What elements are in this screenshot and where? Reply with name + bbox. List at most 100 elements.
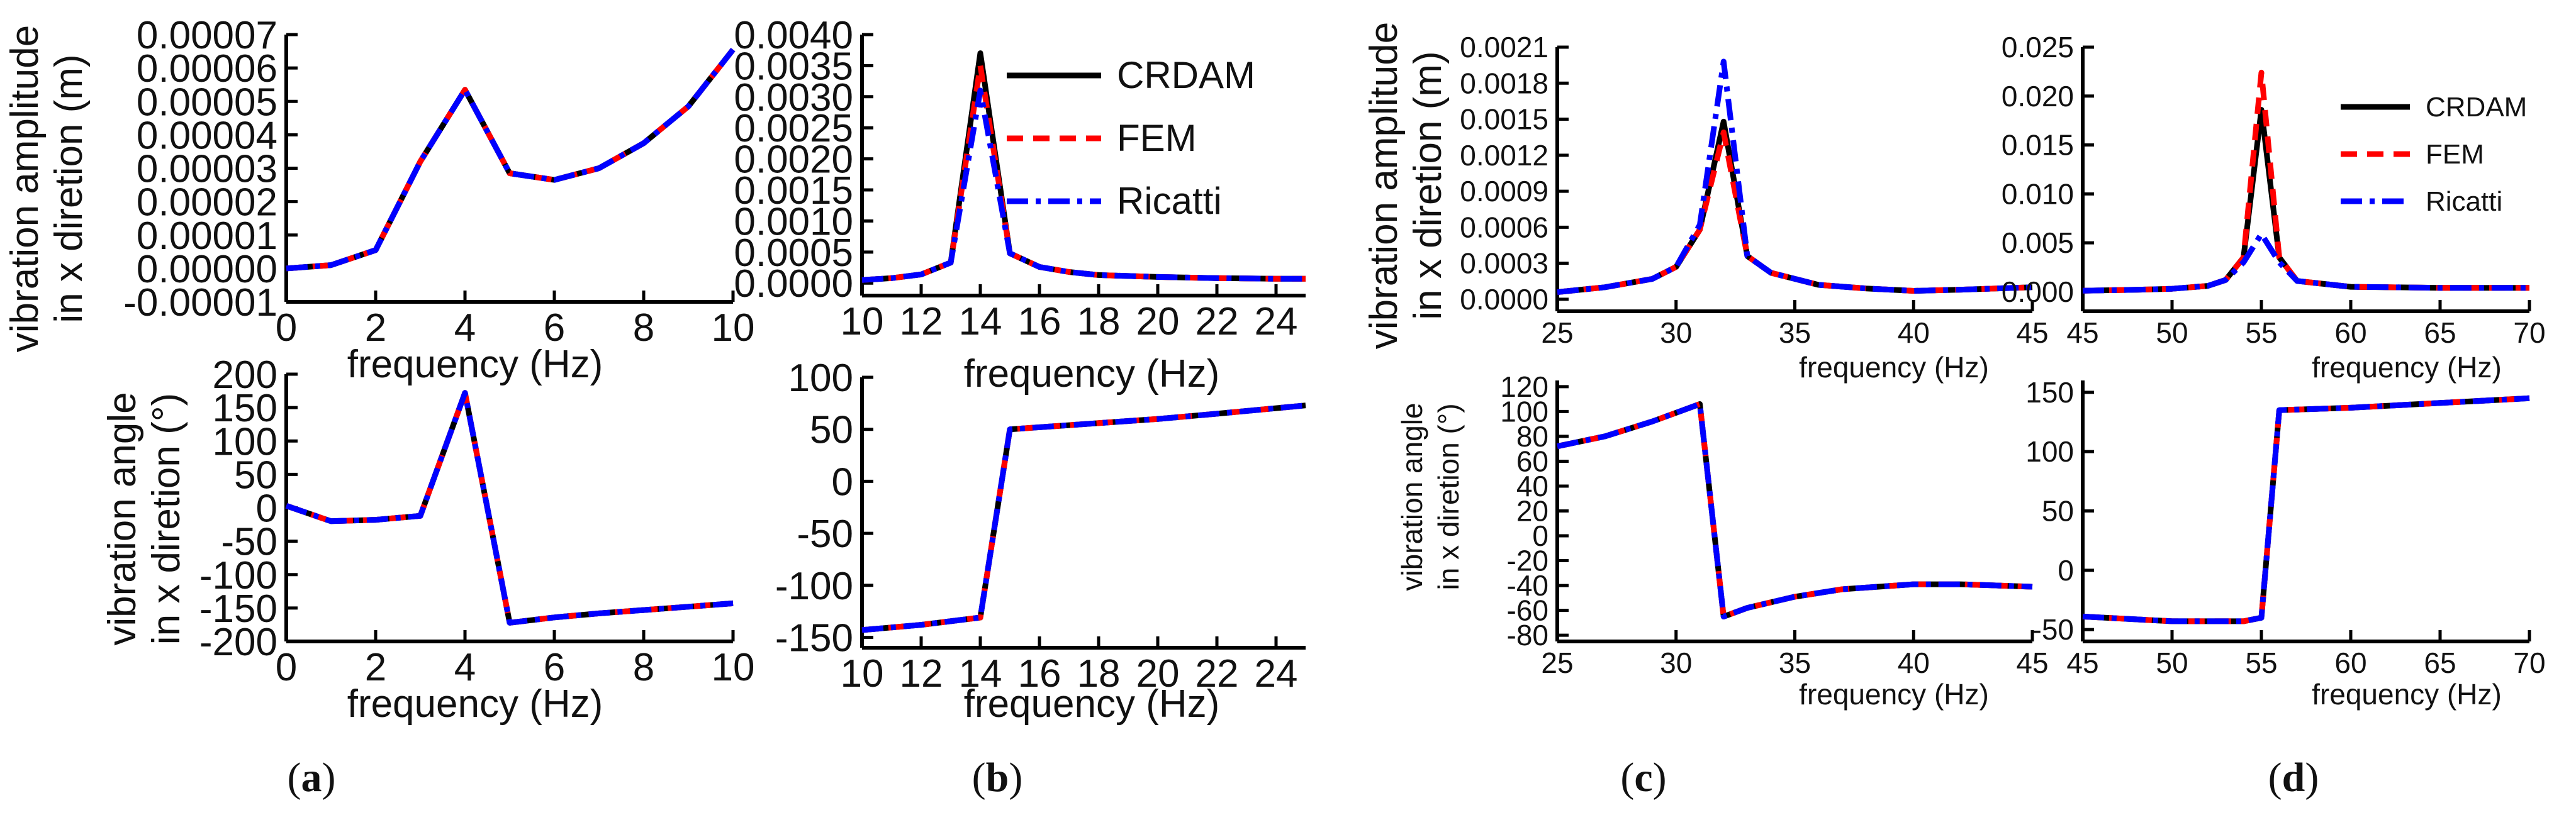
x-tick-label: 45 [2016,316,2048,349]
x-tick-label: 10 [841,652,884,696]
series-line-crdam [1557,401,2033,619]
x-tick-label: 22 [1196,652,1239,696]
y-tick-label: -100 [199,554,277,597]
y-tick-label: 0.00003 [137,148,277,191]
y-tick-label: 80 [1516,420,1548,453]
y-tick-label: 0 [2058,554,2074,587]
y-tick-label: 150 [213,387,277,430]
cd-top-ylabel-line2: in x diretion (m) [1406,51,1450,319]
y-tick-label: 60 [1516,445,1548,477]
y-tick-label: 0.00006 [137,47,277,91]
x-tick-label: 20 [1136,652,1180,696]
x-axis-label: frequency (Hz) [347,343,603,386]
y-tick-label: 0.010 [2002,177,2074,210]
y-tick-label: 0.00000 [137,248,277,291]
series-line-crdam [861,402,1306,633]
x-tick-label: 35 [1779,316,1811,349]
x-axis-label: frequency (Hz) [964,682,1220,726]
x-tick-label: 14 [959,652,1002,696]
series-line-ricatti [286,48,736,272]
x-tick-label: 18 [1077,652,1121,696]
y-tick-label: 100 [788,357,853,400]
legend-label-ricatti: Ricatti [2426,186,2502,217]
y-tick-label: 0.00005 [137,80,277,124]
series-line-crdam [285,390,734,626]
panel-c-angle: 25 30 35 40 45-80-60-40-20020406080100120fre… [1500,370,2048,711]
x-tick-label: 55 [2245,646,2277,679]
y-tick-label: -20 [1507,545,1548,577]
cd-bottom-ylabel-line2: in x diretion (°) [1432,403,1465,590]
ab-bottom-ylabel-line2: in x diretion (°) [145,393,188,645]
x-axis-label: frequency (Hz) [2312,678,2502,711]
x-tick-label: 65 [2424,646,2456,679]
series-line-ricatti [1557,58,2033,295]
series-line-ricatti [861,402,1306,633]
x-tick-label: 40 [1898,316,1930,349]
legend-label-fem: FEM [1117,117,1197,159]
y-tick-label: 0.0015 [734,169,853,213]
series-line-fem [1557,401,2033,619]
series-line-fem [2082,395,2530,624]
y-tick-label: 0.0000 [734,262,853,306]
y-tick-label: 0.015 [2002,129,2074,162]
series-line-fem [861,62,1306,283]
caption-b: (b) [972,755,1023,801]
ab-top-ylabel-line2: in x diretion (m) [47,54,91,323]
series-line-crdam [1557,118,2033,295]
panel-d-amplitude: 45 50 55 60 65 70 0.000 0.005 0.010 0.015 0.020 0.0… [2002,31,2546,384]
x-tick-label: 10 [841,300,884,343]
y-tick-label: 20 [1516,495,1548,528]
y-tick-label: 100 [2025,435,2074,468]
y-tick-label: 0.005 [2002,226,2074,259]
y-tick-label: 40 [1516,470,1548,502]
x-axis-label: frequency (Hz) [964,352,1220,396]
x-tick-label: 40 [1898,646,1930,679]
x-tick-label: 45 [2066,316,2098,349]
x-tick-label: 14 [959,300,1002,343]
x-tick-label: 12 [900,300,943,343]
x-tick-label: 4 [454,646,476,689]
y-tick-label: 0.0012 [1460,139,1548,172]
panel-c-amplitude: 25 30 35 40 45 0.00000.0003 0.00060.00090.0012… [1460,31,2048,384]
x-tick-label: 45 [2066,646,2098,679]
y-tick-label: 0.00002 [137,181,277,225]
y-tick-label: -200 [199,621,277,664]
legend-label-crdam: CRDAM [1117,54,1255,96]
y-tick-label: 0.00007 [137,14,277,57]
x-axis-label: frequency (Hz) [2312,351,2502,384]
x-tick-label: 22 [1196,300,1239,343]
x-tick-label: 6 [544,306,565,350]
x-tick-label: 8 [633,306,654,350]
y-tick-label: 0.020 [2002,80,2074,113]
y-tick-label: -80 [1507,619,1548,651]
panel-b-angle: 10 12 14 16 18 20 22 24 -150 -100 -50 0 50 100 frequen… [775,357,1306,726]
panel-a-angle: 0 2 4 6 8 10-200-150-100-50050100150200freque… [199,353,755,726]
y-tick-label: 150 [2025,376,2074,409]
y-tick-label: -150 [775,616,853,660]
x-tick-label: 16 [1018,300,1061,343]
y-tick-label: 0.00001 [137,214,277,258]
ab-bottom-ylabel-line1: vibration angle [101,392,144,645]
y-tick-label: 50 [234,453,277,497]
caption-d: (d) [2268,755,2319,801]
y-tick-label: 0.0035 [734,45,853,88]
x-tick-label: 16 [1018,652,1061,696]
y-tick-label: 120 [1500,370,1548,403]
x-tick-label: 0 [276,306,297,350]
x-tick-label: 70 [2513,316,2545,349]
x-tick-label: 60 [2334,316,2366,349]
y-tick-label: -40 [1507,569,1548,602]
x-tick-label: 60 [2334,646,2366,679]
x-tick-label: 12 [900,652,943,696]
y-tick-label: 0.000 [2002,275,2074,308]
x-axis-label: frequency (Hz) [1799,351,1989,384]
y-tick-label: 0.025 [2002,31,2074,64]
cd-bottom-ylabel-line1: vibration angle [1396,402,1428,590]
series-line-ricatti [861,87,1306,283]
y-tick-label: 0.0003 [1460,247,1548,280]
caption-c: (c) [1620,755,1666,801]
cd-top-ylabel-line1: vibration amplitude [1362,22,1406,349]
y-tick-label: 0.0020 [734,138,853,182]
y-tick-label: -100 [775,565,853,608]
x-tick-label: 30 [1660,316,1692,349]
